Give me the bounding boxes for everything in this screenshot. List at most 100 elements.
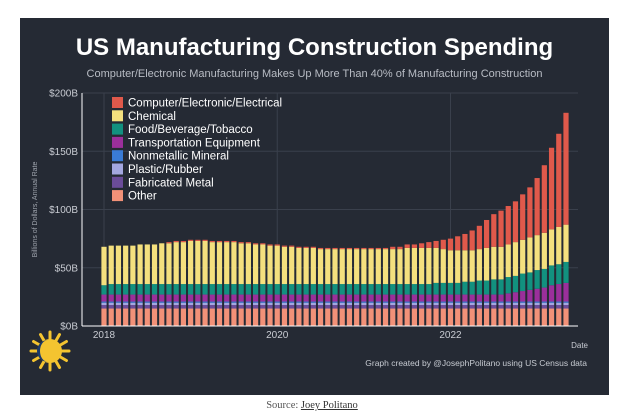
bar-segment (390, 308, 396, 326)
bar-segment (563, 112, 569, 225)
bar-segment (556, 226, 562, 265)
bar-segment (433, 308, 439, 326)
bar-segment (281, 301, 288, 303)
bar-segment (101, 308, 107, 326)
bar-segment (202, 305, 208, 309)
bar-segment (375, 294, 381, 302)
bar-segment (202, 301, 208, 303)
bar-segment (563, 224, 569, 262)
bar-segment (397, 246, 403, 250)
bar-segment (144, 284, 150, 295)
bar-segment (188, 305, 194, 309)
bar-segment (101, 285, 107, 295)
bar-segment (419, 305, 425, 309)
bar-segment (339, 308, 345, 326)
bar-segment (281, 284, 288, 295)
bar-segment (325, 247, 331, 250)
bar-segment (166, 301, 172, 303)
bar-segment (426, 302, 432, 306)
bar-segment (397, 301, 403, 303)
sun-crescent (37, 340, 48, 362)
bar-segment (361, 284, 367, 295)
bar-segment (245, 242, 251, 244)
bar-segment (397, 249, 403, 285)
bar-segment (224, 305, 230, 309)
bar-segment (404, 301, 410, 303)
bar-segment (390, 294, 396, 302)
bar-segment (245, 284, 251, 295)
bar-segment (252, 302, 259, 306)
bar-segment (455, 308, 461, 326)
bar-segment (267, 244, 273, 246)
bar-segment (281, 246, 288, 285)
bar-segment (411, 301, 418, 303)
bar-segment (209, 308, 215, 326)
source-author-link[interactable]: Joey Politano (300, 400, 358, 411)
bar-segment (512, 305, 519, 309)
bar-segment (419, 308, 425, 326)
bar-segment (238, 305, 244, 309)
bar-segment (245, 294, 251, 302)
bar-segment (108, 245, 114, 285)
bar-segment (354, 308, 360, 326)
bar-segment (216, 284, 223, 295)
bar-segment (267, 284, 273, 295)
bar-segment (339, 294, 345, 302)
bar-segment (317, 308, 324, 326)
bar-segment (527, 237, 533, 273)
legend-swatch (112, 150, 123, 162)
chart-subtitle: Computer/Electronic Manufacturing Makes … (86, 68, 543, 80)
sun-ray (39, 333, 46, 343)
bar-segment (180, 302, 187, 306)
bar-segment (130, 301, 136, 303)
bar-segment (462, 302, 468, 306)
bar-segment (520, 194, 526, 240)
bar-segment (512, 302, 519, 306)
bar-segment (115, 308, 122, 326)
bar-segment (224, 284, 230, 295)
bar-segment (548, 285, 555, 302)
bar-segment (159, 305, 165, 309)
bar-segment (447, 302, 454, 306)
bar-segment (209, 305, 215, 309)
bar-segment (252, 284, 259, 295)
bar-segment (317, 305, 324, 309)
bar-segment (245, 305, 251, 309)
bar-segment (274, 302, 280, 306)
bar-segment (512, 201, 519, 243)
bar-segment (440, 305, 446, 309)
legend-label: Nonmetallic Mineral (128, 151, 229, 163)
bar-segment (101, 305, 107, 309)
bar-segment (382, 247, 389, 250)
bar-segment (289, 284, 295, 295)
bar-segment (455, 294, 461, 302)
bar-segment (231, 305, 237, 309)
bar-segment (159, 308, 165, 326)
bar-segment (216, 308, 223, 326)
bar-segment (144, 244, 150, 285)
legend-swatch (112, 163, 123, 175)
bar-segment (123, 302, 129, 306)
bar-segment (548, 147, 555, 230)
bar-segment (303, 302, 309, 306)
bar-segment (556, 264, 562, 285)
bar-segment (310, 302, 316, 306)
sun-logo (29, 330, 71, 372)
bar-segment (224, 301, 230, 303)
bar-segment (332, 247, 338, 250)
sun-ray (58, 340, 68, 347)
bar-segment (267, 308, 273, 326)
bar-segment (426, 247, 432, 285)
bar-segment (390, 305, 396, 309)
bar-segment (426, 294, 432, 302)
bar-segment (317, 249, 324, 285)
bar-segment (368, 249, 374, 285)
bar-segment (325, 294, 331, 302)
bar-segment (440, 302, 446, 306)
y-tick-label: $0B (60, 322, 78, 333)
bar-segment (260, 244, 266, 285)
bar-segment (469, 308, 475, 326)
bar-segment (548, 229, 555, 266)
bar-segment (159, 284, 165, 295)
bar-segment (137, 308, 143, 326)
